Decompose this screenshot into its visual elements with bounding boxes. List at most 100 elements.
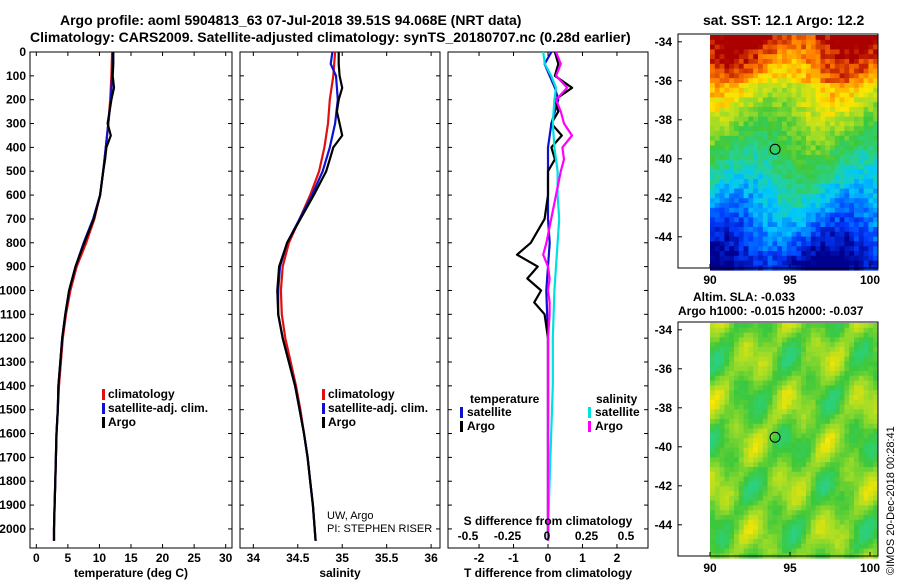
salinity-legend-swatch [322,417,325,428]
salinity-annotation-line1: UW, Argo [327,510,373,522]
figure-title-line1: Argo profile: aoml 5904813_63 07-Jul-201… [60,12,522,28]
salinity-xtick-label: 34.5 [286,551,310,565]
temperature-axes-frame [29,51,233,549]
diff-legend-right-swatch [588,407,591,418]
depth-tick-label: 800 [6,236,26,250]
diff-legend-left-label: satellite [467,405,512,419]
difference-xtick-label: -2 [474,551,485,565]
sst_map-ytick-label: -40 [655,152,673,166]
sst_map-profile-location-marker [769,143,781,155]
diff-top-xtick-label: -0.25 [494,529,522,543]
sst_map-ytick-label: -42 [655,191,673,205]
temperature-xtick-label: 30 [219,551,233,565]
salinity-xtick-label: 36 [424,551,438,565]
sla_map-xtick-label: 95 [783,561,797,575]
sla_map-ytick-label: -34 [655,323,673,337]
temperature-legend-label: climatology [108,387,175,401]
temperature-xtick-label: 15 [124,551,138,565]
temperature-series-argo [52,52,116,541]
diff-legend-right-swatch [588,421,591,432]
diff-legend-left-swatch [460,421,463,432]
diff-legend-left-swatch [460,407,463,418]
temperature-xlabel: temperature (deg C) [74,566,188,580]
sst_map-ytick-label: -36 [655,74,673,88]
sst_map-axes-border [677,33,879,269]
diff-top-xtick-label: 0.25 [575,529,599,543]
temperature-legend-swatch [102,417,105,428]
sst-map-title: sat. SST: 12.1 Argo: 12.2 [703,12,865,28]
salinity-xtick-label: 35 [336,551,350,565]
difference-xlabel: T difference from climatology [464,566,632,580]
depth-tick-label: 1800 [0,474,26,488]
sla_map-field [710,323,879,559]
sla_map-axes-border [677,321,879,557]
depth-tick-label: 1500 [0,403,26,417]
temperature-xtick-label: 5 [65,551,72,565]
sla-map-title: Altim. SLA: -0.033 [693,290,796,304]
diff-legend-right-title: salinity [596,392,638,406]
sla_map-xtick-label: 100 [860,561,880,575]
temperature-legend-swatch [102,389,105,400]
difference-xtick-label: -1 [508,551,519,565]
salinity-axes-frame [239,51,441,549]
salinity-legend-label: satellite-adj. clim. [328,401,428,415]
diff-top-xtick-label: 0.5 [618,529,635,543]
temperature-xtick-label: 10 [93,551,107,565]
temperature-legend-label: Argo [108,415,136,429]
sla-map-subtitle: Argo h1000: -0.015 h2000: -0.037 [678,304,864,318]
salinity-annotation-line2: PI: STEPHEN RISER [327,523,432,535]
diff-legend-left-title: temperature [470,392,540,406]
sla_map-ytick-label: -44 [655,518,673,532]
temperature-legend-swatch [102,403,105,414]
diff-legend-right-label: satellite [595,405,640,419]
salinity-legend-swatch [322,403,325,414]
salinity-legend-swatch [322,389,325,400]
depth-tick-label: 500 [6,164,26,178]
depth-tick-label: 700 [6,212,26,226]
difference-xtick-label: 1 [579,551,586,565]
sla_map-ytick-label: -38 [655,401,673,415]
salinity-xtick-label: 35.5 [375,551,399,565]
depth-tick-label: 2000 [0,522,26,536]
sst_map-xtick-label: 90 [703,273,717,287]
salinity-series-argo [276,52,344,541]
difference-xtick-label: 0 [545,551,552,565]
depth-tick-label: 1100 [0,307,26,321]
salinity-xtick-label: 34 [247,551,261,565]
depth-tick-label: 1400 [0,379,26,393]
difference-xtick-label: 2 [614,551,621,565]
sst_map-ytick-label: -44 [655,230,673,244]
diff-top-xlabel: S difference from climatology [464,514,633,528]
temperature-xtick-label: 20 [156,551,170,565]
depth-tick-label: 1600 [0,427,26,441]
depth-tick-label: 300 [6,117,26,131]
difference-series-s-satellite [542,51,561,541]
temperature-legend-label: satellite-adj. clim. [108,401,208,415]
difference-series-s-argo [542,51,574,541]
sla_map-ytick-label: -40 [655,440,673,454]
depth-tick-label: 1200 [0,331,26,345]
depth-tick-label: 1300 [0,355,26,369]
depth-tick-label: 0 [19,45,26,59]
sst_map-ytick-label: -34 [655,35,673,49]
sla_map-ytick-label: -36 [655,362,673,376]
depth-tick-label: 1700 [0,450,26,464]
sst_map-ytick-label: -38 [655,113,673,127]
depth-tick-label: 1000 [0,283,26,297]
diff-top-xtick-label: -0.5 [458,529,479,543]
diff-top-xtick-label: 0 [544,529,551,543]
salinity-legend-label: climatology [328,387,395,401]
sst_map-xtick-label: 95 [783,273,797,287]
diff-legend-right-label: Argo [595,419,623,433]
diff-legend-left-label: Argo [467,419,495,433]
depth-tick-label: 900 [6,260,26,274]
depth-tick-label: 200 [6,93,26,107]
temperature-xtick-label: 0 [33,551,40,565]
depth-tick-label: 1900 [0,498,26,512]
depth-tick-label: 600 [6,188,26,202]
temperature-xtick-label: 25 [187,551,201,565]
salinity-legend-label: Argo [328,415,356,429]
depth-tick-label: 400 [6,140,26,154]
sst_map-field [710,35,879,271]
figure-title-line2: Climatology: CARS2009. Satellite-adjuste… [30,29,631,45]
